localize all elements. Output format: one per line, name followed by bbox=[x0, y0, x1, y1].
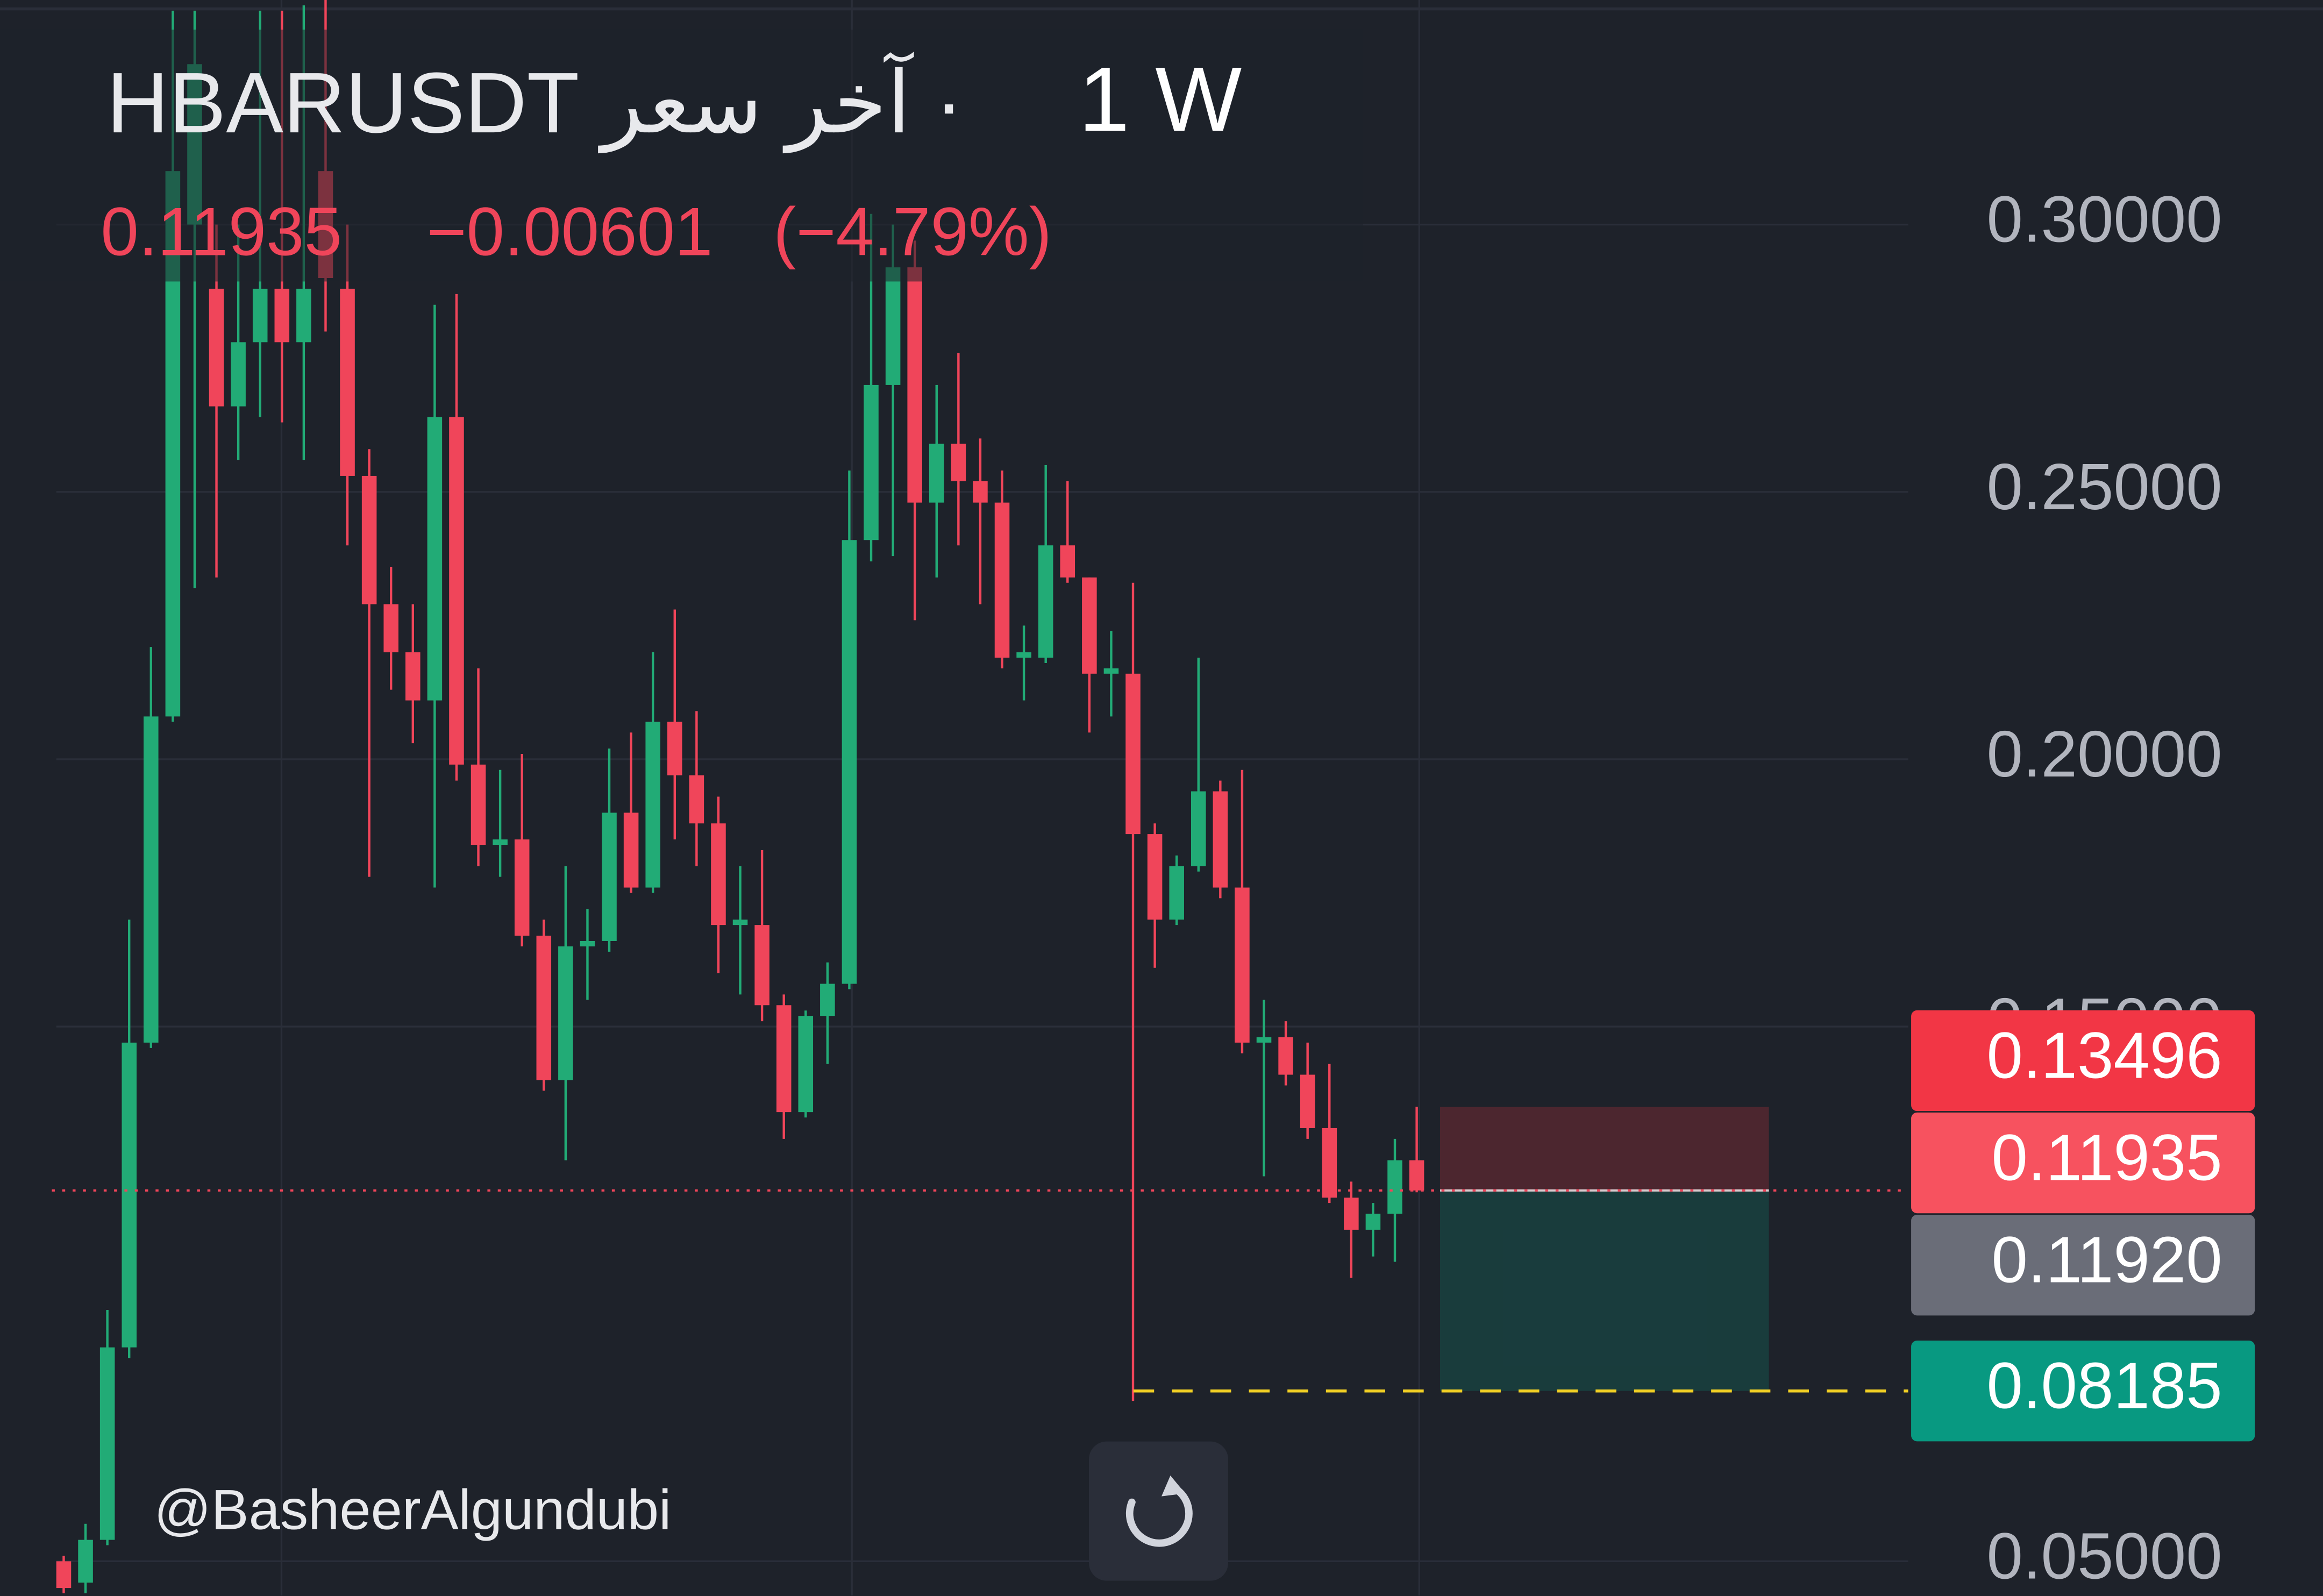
candle-body bbox=[99, 1347, 115, 1540]
candle-body bbox=[122, 1042, 137, 1348]
candle-body bbox=[602, 813, 617, 941]
candle-body bbox=[383, 604, 398, 653]
candle-body bbox=[1387, 1160, 1402, 1214]
candle-body bbox=[776, 1005, 792, 1113]
candles bbox=[56, 0, 1424, 1594]
watermark: @BasheerAlgundubi bbox=[154, 1478, 672, 1541]
y-tick-label: 0.30000 bbox=[1986, 183, 2222, 256]
candle-body bbox=[274, 288, 290, 343]
price-label: 0.08185 bbox=[1986, 1349, 2222, 1422]
y-tick-label: 0.25000 bbox=[1986, 450, 2222, 523]
candle-body bbox=[711, 823, 726, 925]
candle-body bbox=[1256, 1037, 1272, 1043]
candle-body bbox=[144, 716, 159, 1043]
candle-body bbox=[798, 1016, 814, 1113]
candle-body bbox=[864, 384, 879, 540]
candle-body bbox=[449, 417, 464, 765]
candle-body bbox=[1344, 1198, 1359, 1230]
header-backdrop bbox=[0, 30, 1363, 282]
candle-body bbox=[1038, 545, 1053, 658]
candle-body bbox=[536, 936, 552, 1080]
candle-body bbox=[1235, 887, 1250, 1043]
candle-body bbox=[231, 342, 246, 407]
overlay bbox=[52, 1107, 1908, 1393]
price-label: 0.11920 bbox=[1991, 1223, 2222, 1296]
price-label-box bbox=[1911, 1112, 2255, 1214]
reset-icon bbox=[1125, 1486, 1193, 1547]
y-tick-label: 0.20000 bbox=[1986, 717, 2222, 790]
y-tick-label: 0.05000 bbox=[1986, 1519, 2222, 1592]
reset-button-bg[interactable] bbox=[1089, 1441, 1228, 1581]
candle-body bbox=[1322, 1128, 1337, 1198]
candle-body bbox=[296, 288, 311, 343]
price-label: 0.13496 bbox=[1986, 1018, 2222, 1092]
candle-body bbox=[56, 1561, 72, 1588]
candle-body bbox=[1409, 1160, 1424, 1191]
symbol-title: HBARUSDT آخر سعر · bbox=[106, 52, 963, 153]
candle-body bbox=[973, 481, 988, 503]
candle-body bbox=[951, 444, 966, 481]
candle-body bbox=[1060, 545, 1075, 578]
position-loss-zone bbox=[1440, 1107, 1769, 1191]
reset-button[interactable] bbox=[1089, 1441, 1228, 1581]
candle-body bbox=[1191, 791, 1206, 866]
change: −0.00601 bbox=[426, 193, 712, 269]
candle-body bbox=[732, 920, 748, 925]
candle-body bbox=[1213, 791, 1228, 888]
candle-body bbox=[1082, 577, 1097, 674]
candle-body bbox=[78, 1540, 93, 1583]
candle-body bbox=[252, 288, 268, 343]
candle-body bbox=[994, 502, 1010, 658]
price-label-box bbox=[1911, 1341, 2255, 1442]
interval: 1 W bbox=[1079, 48, 1242, 151]
candle-body bbox=[427, 417, 443, 701]
candle-body bbox=[623, 813, 639, 888]
reset-icon-arrow bbox=[1162, 1476, 1186, 1497]
price-label: 0.11935 bbox=[1991, 1121, 2222, 1194]
candle-body bbox=[209, 288, 224, 407]
last-price: 0.11935 bbox=[101, 193, 342, 269]
candle-body bbox=[580, 940, 595, 946]
candle-body bbox=[907, 267, 922, 503]
candle-body bbox=[1300, 1074, 1315, 1128]
candle-body bbox=[1016, 652, 1031, 658]
price-label-box bbox=[1911, 1010, 2255, 1112]
candle-body bbox=[493, 839, 508, 845]
candle-body bbox=[820, 984, 835, 1016]
candle-body bbox=[1365, 1214, 1381, 1230]
candle-body bbox=[340, 288, 355, 476]
candle-body bbox=[929, 444, 944, 503]
candle-body bbox=[361, 475, 377, 604]
candle-body bbox=[1169, 866, 1184, 920]
candle-body bbox=[754, 925, 769, 1006]
candle-body bbox=[405, 652, 421, 701]
candle-body bbox=[885, 267, 901, 385]
candle-body bbox=[645, 722, 660, 888]
price-labels: 0.13496 0.11935 0.11920 0.08185 bbox=[1911, 1010, 2255, 1442]
price-line: 0.11935 −0.00601 (−4.79%) bbox=[101, 193, 1052, 269]
candle-body bbox=[1125, 673, 1141, 835]
candle-body bbox=[514, 839, 530, 936]
candle-body bbox=[1147, 834, 1163, 920]
price-label-box bbox=[1911, 1215, 2255, 1316]
candle-body bbox=[667, 722, 682, 775]
candle-body bbox=[842, 540, 857, 984]
candle-body bbox=[689, 775, 704, 824]
position-profit-zone bbox=[1440, 1190, 1769, 1391]
candle-body bbox=[1103, 668, 1119, 674]
change-percent: (−4.79%) bbox=[773, 193, 1052, 269]
candle-body bbox=[1278, 1037, 1293, 1075]
candle-body bbox=[471, 764, 486, 845]
candle-body bbox=[558, 946, 573, 1080]
